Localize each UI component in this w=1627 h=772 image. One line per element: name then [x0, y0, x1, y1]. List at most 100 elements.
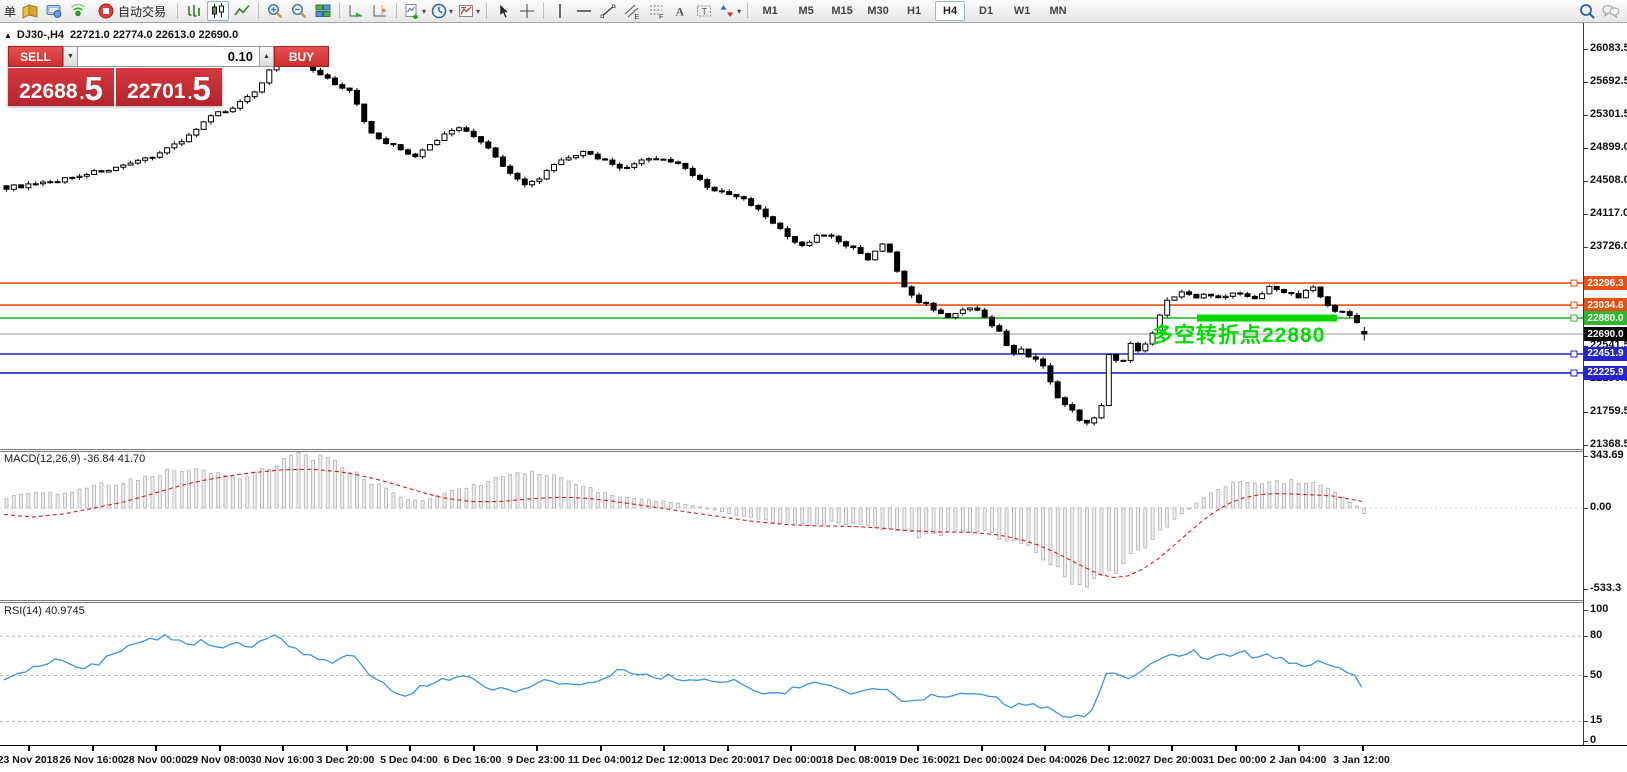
pivot-line-handle[interactable] — [1570, 314, 1578, 322]
pane-separator-macd[interactable] — [0, 449, 1583, 452]
time-tick — [472, 746, 475, 751]
timeframe-M30[interactable]: M30 — [867, 5, 889, 17]
price-axis-label: 15 — [1590, 714, 1603, 727]
volume-increase-button[interactable]: ▲ — [259, 46, 274, 67]
macd-pane[interactable] — [0, 452, 1583, 600]
macd-signal-line — [3, 468, 1362, 579]
timeframe-D1[interactable]: D1 — [979, 5, 994, 17]
price-axis-label: 343.69 — [1590, 448, 1624, 461]
autotrading-button[interactable]: 自动交易 — [91, 1, 172, 21]
sell-button[interactable]: SELL — [8, 46, 63, 67]
price-axis-label: 24508.0 — [1590, 174, 1627, 187]
text-label-icon[interactable]: T — [693, 1, 715, 21]
time-tick — [663, 746, 665, 751]
candlestick-chart-icon[interactable] — [207, 1, 230, 21]
time-tick — [1298, 746, 1300, 751]
price-badge-22225.9: 22225.9 — [1584, 365, 1627, 380]
chart-shift-icon[interactable] — [369, 1, 391, 21]
template-icon[interactable]: ▾ — [456, 1, 481, 21]
toolbar-separator — [747, 3, 749, 19]
time-axis-label: 3 Jan 12:00 — [1333, 754, 1390, 766]
price-axis-label: 21368.5 — [1590, 437, 1627, 450]
price-axis-label: 24117.0 — [1590, 207, 1627, 220]
axis-tick — [1583, 741, 1588, 742]
svg-text:T: T — [702, 7, 708, 17]
time-axis-label: 18 Dec 08:00 — [821, 754, 886, 766]
line-chart-icon[interactable] — [231, 1, 253, 21]
collapse-arrow-icon[interactable]: ▲ — [4, 31, 12, 40]
price-axis-label: 26083.5 — [1590, 42, 1627, 54]
toolbar: 单 自动交易 ▾ ▾ ▾ E F A T ▾ M1 M5 M15 M30 H1 H4 D1 W1 MN — [0, 0, 1627, 23]
horizontal-line-icon[interactable] — [573, 1, 595, 21]
timeframe-M5[interactable]: M5 — [798, 5, 814, 17]
dropdown-caret-icon[interactable]: ▾ — [422, 6, 427, 16]
shapes-icon[interactable]: ▾ — [717, 1, 742, 21]
zoom-in-icon[interactable] — [264, 1, 286, 21]
time-tick — [1044, 746, 1046, 751]
axis-tick — [1583, 610, 1588, 611]
fibonacci-icon[interactable]: F — [645, 1, 667, 21]
cursor-icon[interactable] — [492, 1, 514, 21]
price-badge-23034.6: 23034.6 — [1584, 298, 1627, 313]
time-axis-label: 21 Dec 00:00 — [948, 754, 1013, 766]
axis-tick — [1583, 181, 1588, 183]
axis-tick — [1583, 49, 1588, 50]
timeframe-W1[interactable]: W1 — [1013, 5, 1031, 17]
toolbar-separator — [177, 3, 179, 19]
candles — [3, 49, 1368, 426]
chat-icon[interactable] — [1600, 1, 1622, 21]
rsi-pane[interactable] — [0, 603, 1583, 745]
time-axis-label: 3 Dec 20:00 — [316, 754, 375, 766]
data-window-icon[interactable] — [43, 1, 65, 21]
support-line-handle[interactable] — [1570, 350, 1578, 358]
new-chart-icon[interactable]: ▾ — [402, 1, 427, 21]
crosshair-icon[interactable] — [516, 1, 538, 21]
bar-chart-icon[interactable] — [183, 1, 205, 21]
timeframe-M15[interactable]: M15 — [831, 5, 853, 17]
vertical-line-icon[interactable] — [549, 1, 571, 21]
time-tick — [853, 746, 856, 751]
timeframe-H4[interactable]: H4 — [935, 1, 966, 21]
equidistant-channel-icon[interactable]: E — [621, 1, 643, 21]
time-axis-label: 2 Jan 04:00 — [1269, 754, 1327, 766]
price-axis-label: 80 — [1590, 629, 1603, 642]
time-tick — [409, 746, 411, 751]
buy-price-display[interactable]: 22701. 5 — [116, 68, 222, 106]
pivot-highlight-bar[interactable] — [1197, 314, 1337, 322]
period-icon[interactable]: ▾ — [429, 1, 454, 21]
main-chart-pane[interactable] — [0, 23, 1583, 449]
journal-icon[interactable] — [19, 1, 41, 21]
zoom-out-icon[interactable] — [288, 1, 310, 21]
dropdown-caret-icon[interactable]: ▾ — [737, 6, 742, 16]
timeframe-H1[interactable]: H1 — [907, 5, 922, 17]
volume-decrease-button[interactable]: ▼ — [63, 46, 78, 67]
time-axis-label: 28 Nov 00:00 — [122, 754, 188, 766]
buy-button[interactable]: BUY — [274, 46, 329, 67]
dropdown-caret-icon[interactable]: ▾ — [449, 6, 454, 16]
timeframe-MN[interactable]: MN — [1049, 5, 1067, 17]
chart-annotation-text[interactable]: 多空转折点22880 — [1152, 324, 1326, 347]
time-tick — [218, 746, 221, 751]
time-tick — [917, 746, 919, 751]
timeframe-M1[interactable]: M1 — [762, 5, 778, 17]
volume-input[interactable] — [78, 46, 259, 67]
price-axis-label: -533.3 — [1590, 581, 1622, 594]
search-icon[interactable] — [1576, 1, 1598, 21]
signals-icon[interactable] — [67, 1, 89, 21]
sell-price-pips: 5 — [84, 70, 103, 107]
tile-windows-icon[interactable] — [312, 1, 334, 21]
support-line-handle[interactable] — [1570, 369, 1578, 377]
resistance-line-handle[interactable] — [1570, 301, 1578, 309]
dropdown-caret-icon[interactable]: ▾ — [476, 6, 481, 16]
text-icon[interactable]: A — [669, 1, 691, 21]
auto-scroll-icon[interactable] — [345, 1, 367, 21]
resistance-line-handle[interactable] — [1570, 279, 1578, 287]
sell-price-display[interactable]: 22688. 5 — [8, 68, 114, 106]
time-axis-label: 23 Nov 2018 — [0, 754, 59, 766]
time-tick — [1171, 746, 1173, 751]
time-axis-label: 17 Dec 00:00 — [758, 754, 822, 766]
trendline-icon[interactable] — [597, 1, 619, 21]
pane-separator-rsi[interactable] — [0, 600, 1583, 603]
new-order-partial-button[interactable]: 单 — [3, 4, 16, 19]
time-axis-label: 6 Dec 16:00 — [443, 754, 502, 766]
